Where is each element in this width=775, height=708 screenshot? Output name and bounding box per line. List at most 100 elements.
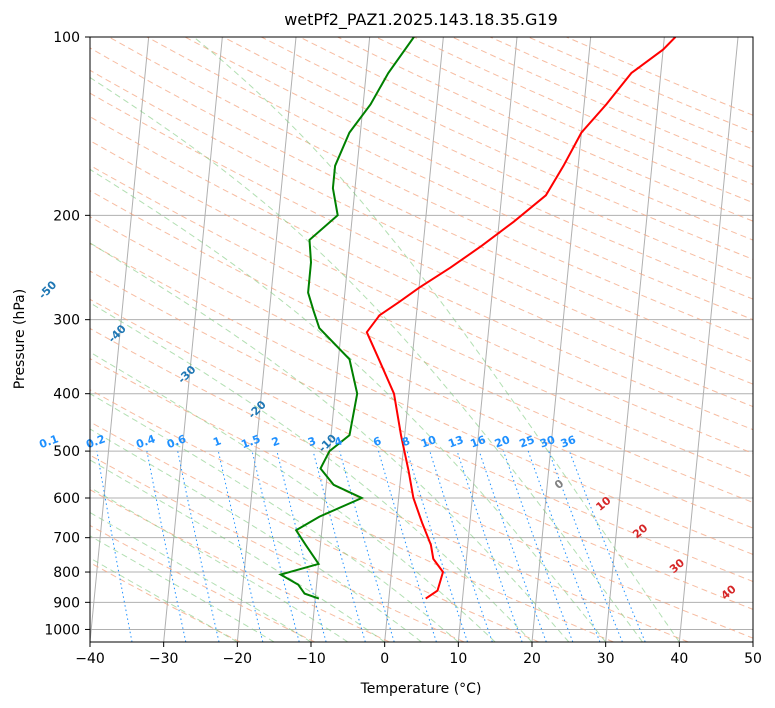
chart-title: wetPf2_PAZ1.2025.143.18.35.G19	[284, 10, 558, 30]
mixing-ratio-label: 0.4	[134, 432, 157, 451]
dry-adiabat	[90, 298, 753, 610]
isotherm-gridline	[531, 37, 592, 642]
mixing-ratio-line	[378, 450, 437, 642]
dry-adiabat	[566, 37, 753, 116]
dry-adiabat	[223, 37, 753, 280]
y-tick-label: 800	[53, 565, 80, 581]
mixing-ratio-line	[96, 451, 133, 642]
isotherm-gridline	[310, 37, 371, 642]
moist-adiabat	[90, 302, 533, 642]
mixing-ratio-line	[251, 450, 300, 642]
dry-adiabat	[90, 421, 540, 642]
isotherm-gridline	[163, 37, 223, 642]
mixing-ratio-label: 6	[371, 434, 383, 449]
background-lines	[0, 37, 753, 642]
mixing-ratio-label: 3	[306, 434, 318, 449]
dry-adiabat	[108, 37, 753, 342]
mixing-ratio-label: 25	[518, 433, 537, 450]
x-tick-label: 30	[597, 651, 615, 667]
mixing-ratio-label: 10	[419, 433, 438, 451]
mixing-ratio-label: 36	[559, 433, 578, 451]
mixing-ratio-line	[527, 450, 601, 642]
dry-adiabat	[90, 327, 753, 639]
moist-adiabat	[90, 242, 570, 642]
dry-adiabat	[261, 37, 753, 260]
moist-adiabat-label: 30	[667, 556, 687, 576]
plot-frame	[89, 36, 754, 643]
moist-adiabat	[90, 428, 422, 642]
mixing-ratio-label: 20	[493, 433, 512, 451]
isotherm-gridline	[605, 37, 665, 642]
dry-adiabat	[337, 37, 753, 222]
isotherm-label: -40	[106, 322, 129, 345]
x-tick-label: 40	[670, 651, 688, 667]
mixing-ratio-label: 0.6	[165, 432, 188, 451]
dry-adiabat	[489, 37, 753, 150]
isotherm-gridline	[457, 37, 518, 642]
mixing-ratio-line	[276, 450, 327, 642]
y-tick-label: 1000	[44, 622, 80, 638]
mixing-ratio-line	[406, 450, 468, 642]
dry-adiabat	[184, 37, 753, 300]
moist-adiabat	[90, 76, 643, 642]
mixing-ratio-label: 16	[469, 433, 488, 451]
dry-adiabat	[90, 47, 753, 363]
mixing-ratio-line	[503, 450, 574, 642]
mixing-ratio-label: 2	[270, 434, 282, 449]
isotherm-gridline	[236, 37, 297, 642]
moist-adiabat	[90, 557, 238, 642]
mixing-ratio-label: 0.2	[84, 432, 107, 451]
dry-adiabat	[90, 190, 753, 504]
moist-adiabat	[90, 168, 607, 642]
isotherm-gridline	[0, 37, 1, 642]
x-tick-label: 50	[744, 651, 762, 667]
moist-adiabat	[90, 486, 349, 642]
mixing-ratio-label: 0.1	[37, 432, 60, 451]
x-tick-label: −40	[75, 651, 105, 667]
dry-adiabat	[90, 562, 241, 642]
temperature-line	[365, 37, 677, 600]
y-tick-label: 600	[53, 491, 80, 507]
moist-adiabat-label: 0	[552, 477, 566, 492]
mixing-ratio-label: 1	[211, 434, 223, 449]
moist-adiabat-label: 20	[630, 521, 650, 541]
dry-adiabat	[413, 37, 753, 186]
dewpoint-line	[278, 37, 415, 600]
x-tick-label: −30	[149, 651, 179, 667]
dry-adiabat	[90, 69, 753, 385]
x-tick-label: 0	[380, 651, 389, 667]
mixing-ratio-label: 4	[333, 434, 345, 449]
dry-adiabat	[528, 37, 753, 133]
x-axis: −40 −30 −20 −10 0 10 20 30 40 50	[75, 642, 762, 667]
isotherm-label: -30	[175, 363, 198, 386]
y-tick-label: 400	[53, 387, 80, 403]
dry-adiabat	[90, 270, 753, 583]
dry-adiabat	[90, 524, 315, 642]
dry-adiabat	[90, 389, 614, 642]
y-tick-label: 200	[53, 208, 80, 224]
moist-adiabat-label: 40	[719, 582, 739, 602]
mixing-ratio-line	[478, 450, 547, 642]
mixing-ratio-line	[568, 450, 646, 642]
y-axis: 100 200 300 400 500 600 700 800 900 1000	[44, 30, 90, 638]
y-tick-label: 100	[53, 30, 80, 46]
line-labels: -100-90-80-70-60-50-40-30-20-100.10.20.4…	[36, 278, 739, 602]
y-tick-label: 900	[53, 595, 80, 611]
mixing-ratio-label: 13	[446, 433, 465, 450]
moist-adiabat	[90, 459, 385, 642]
y-tick-label: 700	[53, 531, 80, 547]
dry-adiabat	[451, 37, 753, 168]
data-series	[278, 37, 677, 600]
dry-adiabat	[90, 92, 753, 408]
isotherm-gridline	[678, 37, 739, 642]
x-tick-label: 10	[449, 651, 467, 667]
x-tick-label: −10	[296, 651, 326, 667]
mixing-ratio-line	[548, 450, 623, 642]
mixing-ratio-line	[456, 450, 523, 642]
y-tick-label: 500	[53, 444, 80, 460]
mixing-ratio-label: 30	[538, 433, 557, 451]
x-tick-label: 20	[523, 651, 541, 667]
y-tick-label: 300	[53, 313, 80, 329]
dry-adiabat	[90, 242, 753, 555]
